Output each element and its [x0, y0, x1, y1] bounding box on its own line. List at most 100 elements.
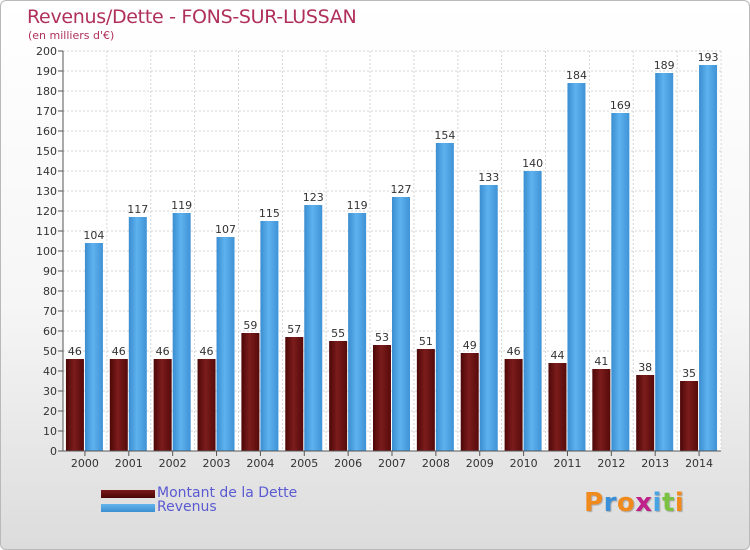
- data-label-dette: 51: [419, 335, 433, 348]
- x-tick-label: 2005: [290, 457, 318, 470]
- data-label-dette: 57: [287, 323, 301, 336]
- logo-letter: o: [616, 488, 636, 518]
- x-tick-label: 2000: [71, 457, 99, 470]
- y-tick-label: 110: [36, 225, 57, 238]
- logo-letter: r: [603, 488, 617, 518]
- x-tick-label: 2013: [641, 457, 669, 470]
- y-tick-label: 180: [36, 85, 57, 98]
- data-label-revenus: 169: [610, 99, 631, 112]
- data-label-dette: 46: [507, 345, 521, 358]
- data-label-dette: 46: [112, 345, 126, 358]
- y-tick-label: 150: [36, 145, 57, 158]
- legend-swatch-revenus: [101, 504, 155, 512]
- bar-revenus: [128, 217, 147, 451]
- bar-revenus: [699, 65, 718, 451]
- x-tick-label: 2012: [597, 457, 625, 470]
- x-tick-label: 2014: [685, 457, 713, 470]
- data-label-revenus: 133: [478, 171, 499, 184]
- data-label-dette: 38: [638, 361, 652, 374]
- legend-label-revenus: Revenus: [157, 499, 217, 515]
- data-label-revenus: 107: [215, 223, 236, 236]
- x-tick-label: 2006: [334, 457, 362, 470]
- y-tick-label: 140: [36, 165, 57, 178]
- logo-letter: i: [674, 488, 685, 518]
- data-label-revenus: 193: [698, 51, 719, 64]
- y-tick-label: 10: [43, 425, 57, 438]
- data-label-dette: 35: [682, 367, 696, 380]
- y-tick-label: 60: [43, 325, 57, 338]
- data-label-revenus: 127: [391, 183, 412, 196]
- bar-revenus: [172, 213, 191, 451]
- data-label-revenus: 119: [171, 199, 192, 212]
- bar-revenus: [479, 185, 498, 451]
- y-tick-label: 100: [36, 245, 57, 258]
- bar-dette: [241, 333, 260, 451]
- bar-dette: [504, 359, 523, 451]
- bar-dette: [197, 359, 216, 451]
- bar-dette: [285, 337, 304, 451]
- bar-revenus: [348, 213, 367, 451]
- bar-dette: [109, 359, 128, 451]
- x-tick-label: 2008: [422, 457, 450, 470]
- data-label-revenus: 123: [303, 191, 324, 204]
- logo-letter: x: [635, 488, 653, 518]
- bar-revenus: [304, 205, 323, 451]
- data-label-dette: 46: [68, 345, 82, 358]
- y-tick-label: 170: [36, 105, 57, 118]
- data-label-revenus: 119: [347, 199, 368, 212]
- bars-layer: 46 104 46 117 46 119 46 107 59 115 57 123 55 119 53 127…: [65, 51, 719, 451]
- data-label-dette: 55: [331, 327, 345, 340]
- data-label-revenus: 189: [654, 59, 675, 72]
- data-label-revenus: 184: [566, 69, 587, 82]
- data-label-dette: 44: [550, 349, 564, 362]
- data-label-dette: 53: [375, 331, 389, 344]
- chart-title: Revenus/Dette - FONS-SUR-LUSSAN: [27, 6, 357, 28]
- bar-dette: [680, 381, 699, 451]
- bar-revenus: [435, 143, 454, 451]
- bar-dette: [329, 341, 348, 451]
- y-tick-label: 30: [43, 385, 57, 398]
- x-tick-label: 2002: [159, 457, 187, 470]
- x-tick-label: 2011: [553, 457, 581, 470]
- logo-letter: t: [661, 488, 675, 518]
- data-label-revenus: 115: [259, 207, 280, 220]
- x-tick-label: 2009: [466, 457, 494, 470]
- x-tick-label: 2003: [203, 457, 231, 470]
- y-tick-label: 190: [36, 65, 57, 78]
- proxiti-logo: Proxiti: [584, 488, 684, 518]
- bar-revenus: [655, 73, 674, 451]
- data-label-dette: 46: [200, 345, 214, 358]
- bar-revenus: [392, 197, 410, 451]
- bar-dette: [548, 363, 567, 451]
- bar-dette: [65, 359, 84, 451]
- data-label-dette: 59: [243, 319, 257, 332]
- bar-revenus: [611, 113, 630, 451]
- data-label-dette: 41: [594, 355, 608, 368]
- bar-dette: [153, 359, 172, 451]
- bar-dette: [373, 345, 391, 451]
- data-label-revenus: 154: [434, 129, 455, 142]
- bar-revenus: [567, 83, 586, 451]
- legend-swatch-dette: [101, 490, 155, 498]
- y-tick-label: 40: [43, 365, 57, 378]
- y-tick-label: 120: [36, 205, 57, 218]
- logo-letter: P: [584, 488, 604, 518]
- x-tick-label: 2007: [378, 457, 406, 470]
- logo-letter: i: [652, 488, 662, 518]
- axis-layer: 0 10 20 30 40 50 60 70 80 90 100 110 120 130 140 150 160…: [36, 45, 721, 470]
- x-tick-label: 2004: [246, 457, 274, 470]
- bar-dette: [592, 369, 611, 451]
- y-tick-label: 20: [43, 405, 57, 418]
- legend-label-dette: Montant de la Dette: [157, 485, 298, 501]
- data-label-dette: 46: [156, 345, 170, 358]
- data-label-dette: 49: [463, 339, 477, 352]
- x-tick-label: 2010: [510, 457, 538, 470]
- bar-dette: [416, 349, 435, 451]
- data-label-revenus: 140: [522, 157, 543, 170]
- y-tick-label: 80: [43, 285, 57, 298]
- bar-revenus: [216, 237, 235, 451]
- data-label-revenus: 117: [127, 203, 148, 216]
- y-tick-label: 50: [43, 345, 57, 358]
